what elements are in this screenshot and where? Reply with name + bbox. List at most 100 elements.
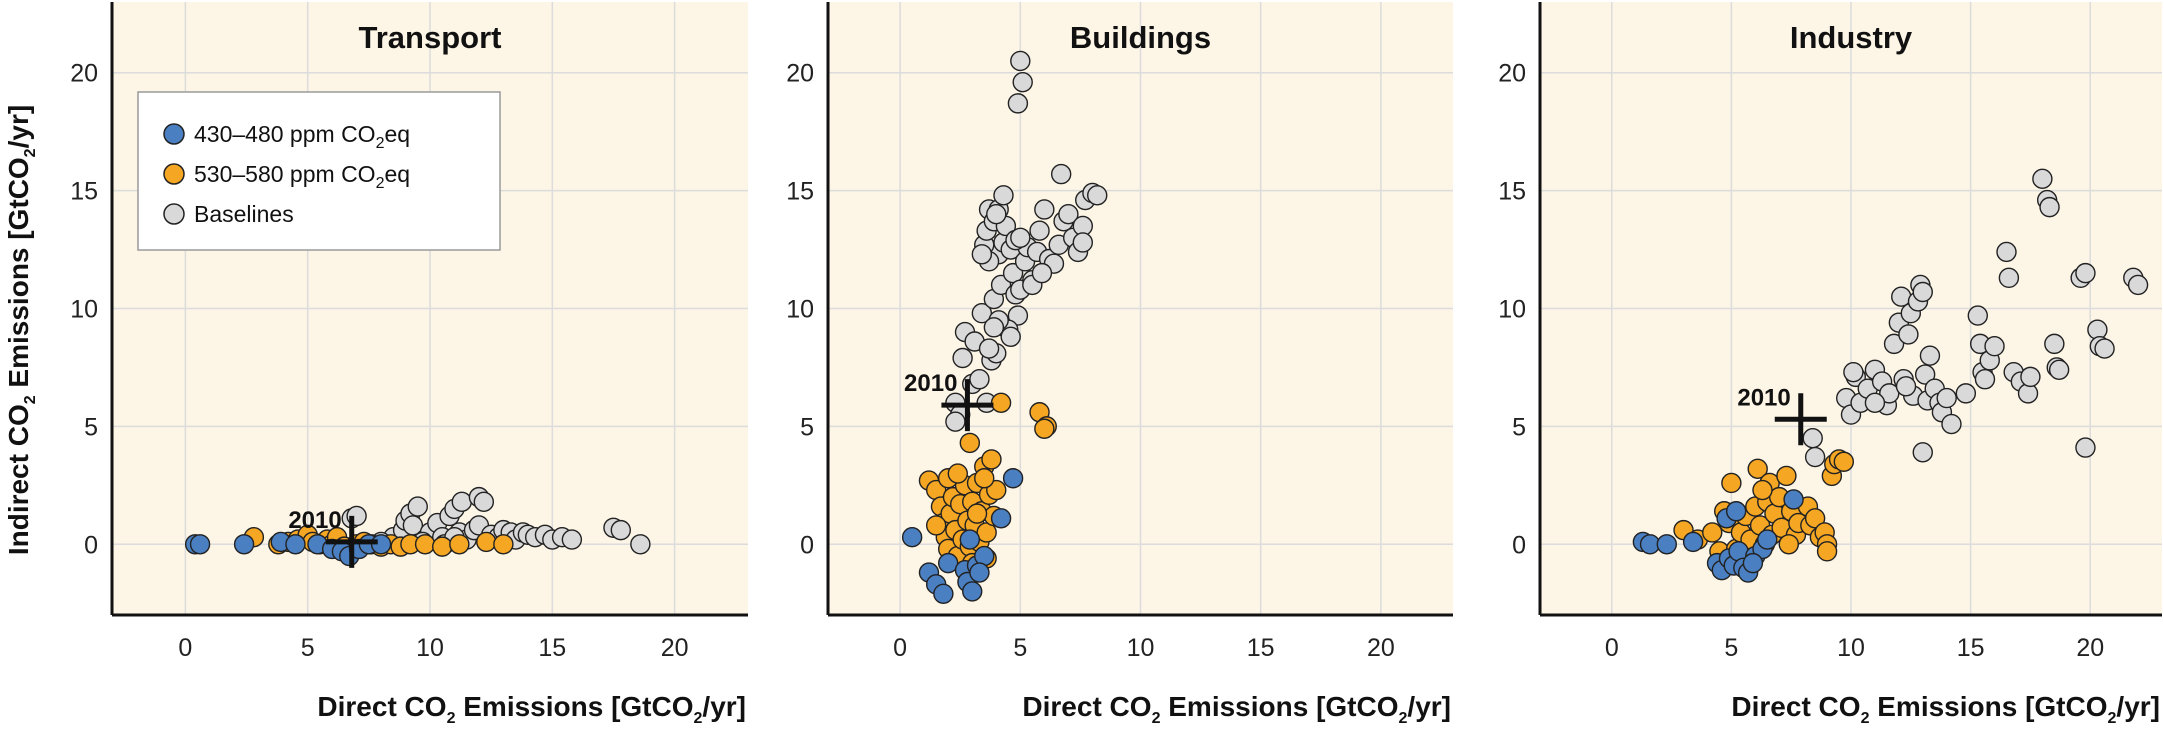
- panel-title-transport: Transport: [359, 20, 502, 55]
- legend-marker-low: [163, 123, 185, 145]
- point-low: [1682, 531, 1704, 553]
- point-mid: [1034, 418, 1055, 439]
- y-tick-label: 5: [1512, 413, 1526, 441]
- point-baseline: [1072, 232, 1094, 253]
- point-baseline: [1996, 241, 2017, 263]
- point-low: [1742, 552, 1764, 574]
- point-baseline: [983, 317, 1005, 338]
- point-mid: [449, 534, 470, 555]
- point-baseline: [945, 411, 966, 432]
- point-baseline: [2075, 262, 2096, 284]
- point-baseline: [1050, 163, 1072, 185]
- point-baseline: [952, 347, 973, 369]
- point-baseline: [1895, 376, 1917, 397]
- y-tick-label: 10: [786, 296, 814, 324]
- legend: 430–480 ppm CO2eq 530–580 ppm CO2eq Base…: [137, 91, 501, 251]
- x-tick-label: 20: [1367, 634, 1395, 662]
- point-baseline: [610, 519, 631, 541]
- point-baseline: [1955, 383, 1977, 404]
- point-baseline: [1843, 361, 1864, 383]
- annotation-2010: 2010: [1737, 384, 1790, 411]
- point-mid: [432, 536, 453, 557]
- panel-industry: 0 5 10 15 20 0 5 10 15 20 Industry 2010 Direct CO2 E…: [1498, 2, 2162, 727]
- y-tick-label: 10: [1498, 296, 1526, 324]
- x-axis-label: Direct CO2 Emissions [GtCO2/yr]: [1731, 691, 2160, 727]
- series-low-industry: [1632, 489, 1804, 583]
- point-baseline: [473, 491, 495, 513]
- y-tick-label: 20: [1498, 60, 1526, 88]
- point-mid: [1702, 522, 1723, 543]
- point-baseline: [1891, 286, 1912, 307]
- point-baseline: [1031, 262, 1053, 284]
- y-tick-label: 5: [800, 413, 814, 441]
- point-baseline: [1007, 93, 1029, 114]
- point-baseline: [1912, 281, 1933, 303]
- point-baseline: [1883, 333, 1905, 355]
- point-baseline: [993, 185, 1014, 206]
- point-low: [959, 529, 981, 550]
- y-tick-label: 0: [84, 531, 98, 559]
- legend-box: [137, 91, 501, 251]
- marker-2010-industry: 2010: [1737, 384, 1827, 446]
- point-baseline: [2020, 366, 2041, 388]
- point-baseline: [1010, 227, 1031, 248]
- point-mid: [966, 503, 988, 524]
- point-low: [969, 562, 990, 583]
- point-baseline: [1029, 220, 1050, 241]
- point-low: [285, 534, 306, 555]
- x-tick-label: 10: [1837, 634, 1865, 662]
- annotation-2010: 2010: [904, 370, 957, 397]
- point-mid: [981, 449, 1002, 470]
- y-tick-label: 15: [70, 178, 98, 206]
- x-tick-label: 15: [1247, 634, 1275, 662]
- point-low: [901, 526, 923, 548]
- point-baseline: [2044, 333, 2065, 355]
- point-baseline: [1802, 427, 1823, 449]
- point-baseline: [1941, 413, 1962, 435]
- point-baseline: [1012, 71, 1033, 93]
- x-tick-label: 15: [1957, 634, 1985, 662]
- x-tick-label: 10: [416, 634, 444, 662]
- point-mid: [925, 515, 947, 536]
- point-baseline: [2032, 168, 2053, 190]
- point-mid: [476, 531, 497, 553]
- y-tick-label: 15: [786, 178, 814, 206]
- x-axis-label: Direct CO2 Emissions [GtCO2/yr]: [1022, 691, 1451, 727]
- point-baseline: [2048, 359, 2070, 380]
- x-tick-label: 5: [1013, 634, 1027, 662]
- point-mid: [1833, 451, 1855, 472]
- point-baseline: [1974, 369, 1996, 390]
- y-tick-label: 15: [1498, 178, 1526, 206]
- point-baseline: [2075, 437, 2096, 458]
- x-tick-label: 5: [301, 634, 315, 662]
- legend-marker-mid: [163, 163, 185, 185]
- y-tick-label: 0: [800, 531, 814, 559]
- point-mid: [1804, 508, 1826, 529]
- legend-marker-baselines: [163, 203, 185, 225]
- x-tick-label: 10: [1127, 634, 1155, 662]
- x-axis-label: Direct CO2 Emissions [GtCO2/yr]: [317, 691, 746, 727]
- panel-title-industry: Industry: [1790, 20, 1913, 55]
- point-baseline: [986, 203, 1007, 225]
- point-baseline: [969, 369, 990, 390]
- point-baseline: [2039, 196, 2060, 218]
- point-mid: [1816, 541, 1838, 562]
- point-baseline: [630, 534, 651, 555]
- point-mid: [493, 534, 514, 555]
- series-baseline-industry: [1802, 168, 2149, 468]
- point-baseline: [1058, 203, 1079, 225]
- legend-label-mid: 530–580 ppm CO2eq: [194, 161, 410, 192]
- point-baseline: [1998, 267, 2020, 289]
- panel-title-buildings: Buildings: [1070, 20, 1211, 55]
- point-low: [933, 583, 954, 604]
- point-baseline: [1007, 305, 1029, 326]
- point-baseline: [1804, 446, 1826, 468]
- series-low-buildings: [901, 468, 1024, 604]
- point-low: [233, 534, 255, 555]
- point-baseline: [2094, 338, 2115, 359]
- point-baseline: [1936, 387, 1957, 409]
- y-tick-label: 5: [84, 413, 98, 441]
- y-tick-label: 20: [786, 60, 814, 88]
- y-tick-label: 20: [70, 60, 98, 88]
